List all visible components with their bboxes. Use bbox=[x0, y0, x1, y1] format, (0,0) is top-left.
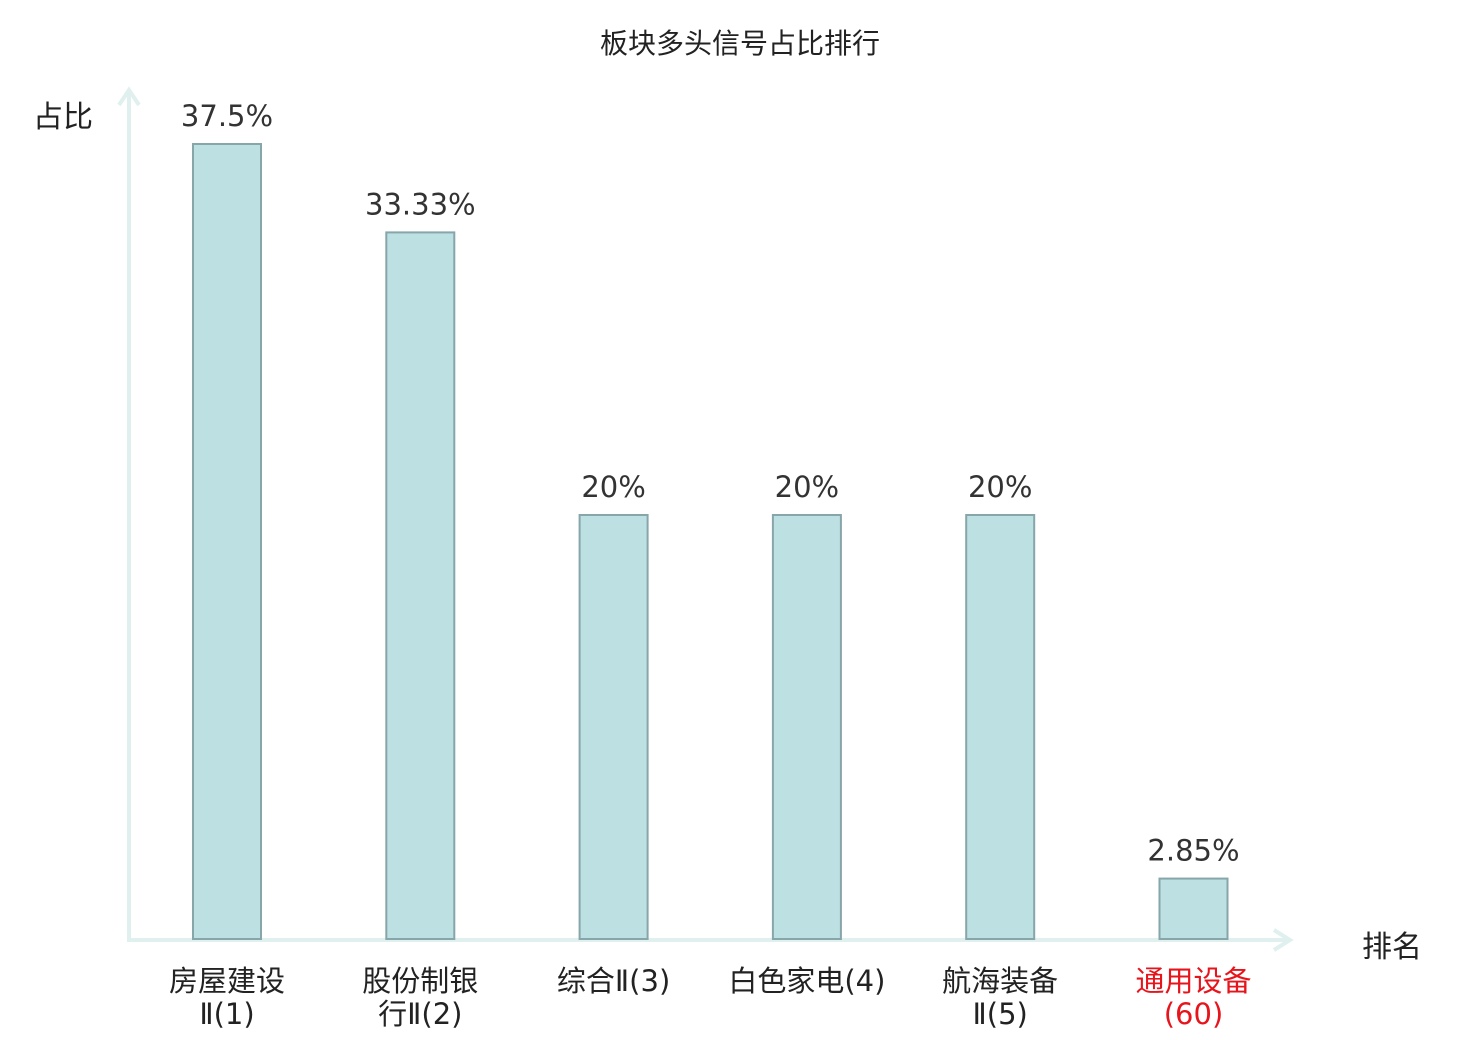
value-label-5: 2.85% bbox=[1147, 834, 1239, 868]
bar-1 bbox=[385, 231, 456, 941]
bar-0 bbox=[192, 143, 262, 940]
category-label-line1: 股份制银 bbox=[362, 964, 479, 998]
category-label-line1: 房屋建设 bbox=[168, 964, 285, 998]
x-axis-label: 排名 bbox=[1362, 930, 1422, 965]
value-label-1: 33.33% bbox=[365, 187, 476, 221]
value-label-4: 20% bbox=[968, 470, 1032, 504]
value-labels: 37.5% 33.33% 20% 20% 20% 2.85% bbox=[181, 99, 1240, 868]
y-axis-arrow-icon bbox=[117, 86, 141, 107]
axes bbox=[117, 86, 1294, 952]
bar-4 bbox=[965, 514, 1036, 940]
value-label-0: 37.5% bbox=[181, 99, 273, 133]
value-label-3: 20% bbox=[775, 470, 839, 504]
chart-title: 板块多头信号占比排行 bbox=[599, 27, 880, 60]
x-axis-arrow-icon bbox=[1272, 928, 1294, 952]
category-label-line1: 白色家电(4) bbox=[728, 964, 886, 998]
category-label-0: 房屋建设 Ⅱ(1) bbox=[142, 965, 312, 1031]
category-label-4: 航海装备 Ⅱ(5) bbox=[915, 965, 1085, 1031]
bar-3 bbox=[771, 514, 842, 940]
category-label-line1: 综合Ⅱ(3) bbox=[556, 964, 671, 998]
bar-5 bbox=[1158, 877, 1229, 941]
category-label-line2: Ⅱ(1) bbox=[199, 997, 255, 1031]
bar-2 bbox=[578, 514, 649, 940]
y-axis-label: 占比 bbox=[33, 100, 93, 135]
bars bbox=[192, 143, 1229, 941]
category-label-2: 综合Ⅱ(3) bbox=[529, 965, 699, 998]
category-label-line2: Ⅱ(5) bbox=[972, 997, 1028, 1031]
value-label-2: 20% bbox=[581, 470, 645, 504]
category-label-3: 白色家电(4) bbox=[722, 965, 892, 998]
category-label-line1: 航海装备 bbox=[942, 964, 1059, 998]
category-label-line2: 行Ⅱ(2) bbox=[378, 997, 463, 1031]
category-label-line1: 通用设备(60) bbox=[1135, 964, 1252, 1031]
category-label-1: 股份制银 行Ⅱ(2) bbox=[335, 965, 505, 1031]
category-label-5: 通用设备(60) bbox=[1109, 965, 1279, 1031]
